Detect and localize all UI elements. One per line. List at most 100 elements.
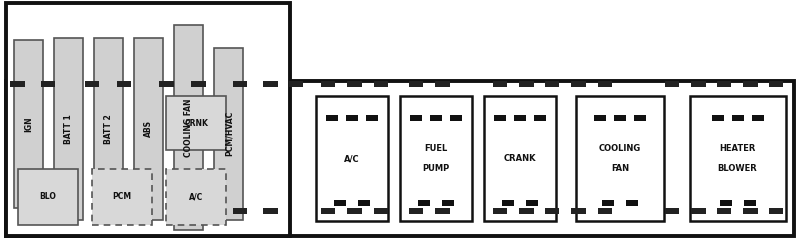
Bar [18,169,78,225]
Bar [743,208,758,214]
Bar [409,208,423,214]
Text: A/C: A/C [344,154,360,163]
Bar [316,96,388,221]
Bar [545,80,559,87]
Bar [334,200,346,206]
Bar [410,115,422,121]
Text: PCM/HVAC: PCM/HVAC [224,111,234,156]
Bar [85,80,99,87]
Bar [14,40,43,207]
Text: BATT 2: BATT 2 [104,114,114,144]
Bar [321,80,335,87]
Bar [594,115,606,121]
Bar [191,80,206,87]
Bar [263,80,278,87]
Bar [409,80,423,87]
Bar [159,80,174,87]
Bar [233,208,247,214]
Bar [744,200,755,206]
Bar [41,80,55,87]
Text: ABS: ABS [144,120,154,137]
Bar [346,115,358,121]
Bar [484,96,556,221]
Bar [769,208,783,214]
Bar [598,80,612,87]
Bar [526,200,538,206]
Text: CRANK: CRANK [504,154,536,163]
Bar [400,96,472,221]
Bar [166,96,226,150]
Bar [326,115,338,121]
Bar [502,200,514,206]
Bar [442,200,454,206]
Bar [94,38,123,220]
Bar [117,80,131,87]
Bar [366,115,378,121]
Text: BLO: BLO [39,192,56,202]
Bar [166,169,226,225]
Bar [732,115,744,121]
Bar [691,208,706,214]
Bar [289,80,303,87]
Text: BATT 1: BATT 1 [64,114,74,144]
Bar [571,208,586,214]
Bar [720,200,732,206]
Bar [665,80,679,87]
Bar [358,200,370,206]
Bar [717,208,731,214]
Text: COOLING FAN: COOLING FAN [184,98,194,157]
Bar [598,208,612,214]
Bar [534,115,546,121]
Bar [374,80,388,87]
Bar [6,81,794,236]
Bar [6,2,290,236]
Bar [92,169,152,225]
Bar [571,80,586,87]
Bar [717,80,731,87]
Bar [10,80,25,87]
Bar [435,208,450,214]
Bar [134,38,163,220]
Bar [418,200,430,206]
Bar [602,200,614,206]
Bar [374,208,388,214]
Bar [626,200,638,206]
Bar [614,115,626,121]
Bar [347,80,362,87]
Text: A/C: A/C [190,192,203,202]
Text: FAN: FAN [611,164,629,173]
Bar [576,96,664,221]
Bar [450,115,462,121]
Bar [347,208,362,214]
Bar [54,38,83,220]
Bar [233,80,247,87]
Bar [493,80,507,87]
Bar [743,80,758,87]
Text: COOLING: COOLING [599,144,641,153]
Bar [752,115,763,121]
Bar [435,80,450,87]
Bar [174,25,203,230]
Bar [769,80,783,87]
Bar [519,80,534,87]
Text: PCM: PCM [113,192,131,202]
Bar [691,80,706,87]
Bar [494,115,506,121]
Bar [690,96,786,221]
Bar [545,208,559,214]
Text: IGN: IGN [24,116,34,132]
Text: FUEL: FUEL [424,144,448,153]
Text: PUMP: PUMP [422,164,450,173]
Bar [634,115,646,121]
Bar [321,208,335,214]
Bar [514,115,526,121]
Bar [519,208,534,214]
Bar [430,115,442,121]
Bar [712,115,723,121]
Text: HEATER: HEATER [719,144,756,153]
Text: Fuse-Box.info: Fuse-Box.info [80,95,216,155]
Bar [493,208,507,214]
Text: CRNK: CRNK [185,119,208,128]
Bar [263,208,278,214]
Bar [214,48,243,220]
